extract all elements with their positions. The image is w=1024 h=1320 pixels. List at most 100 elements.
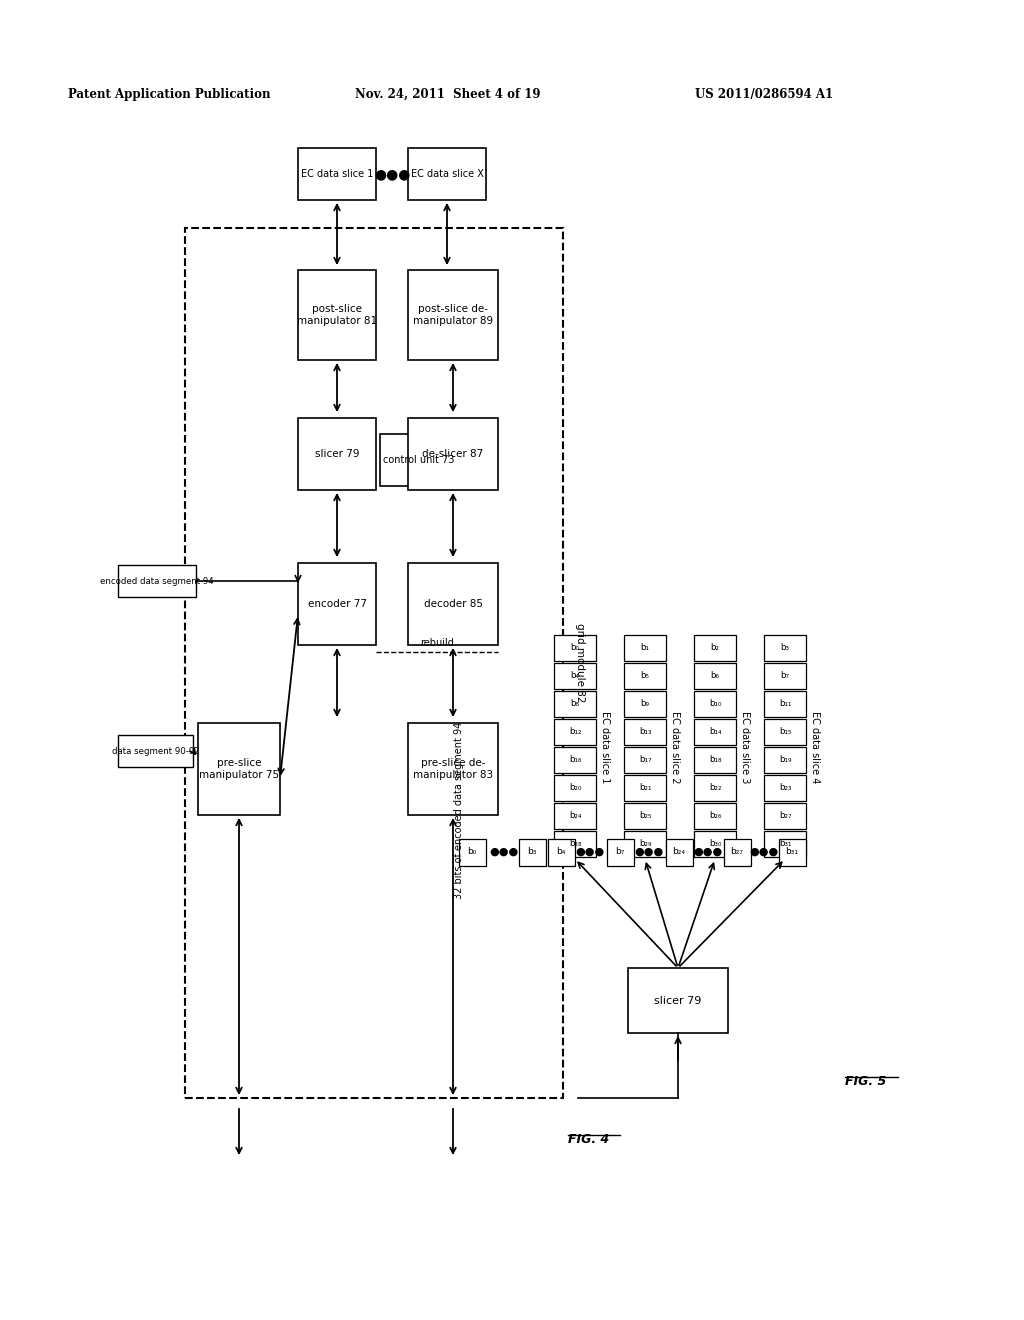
Bar — [380, 434, 458, 486]
Bar — [778, 838, 806, 866]
Bar — [724, 838, 751, 866]
Text: b₂₇: b₂₇ — [778, 812, 792, 821]
Text: b₁₃: b₁₃ — [639, 727, 651, 737]
Bar — [554, 803, 596, 829]
Text: b₁: b₁ — [640, 644, 649, 652]
Text: b₂₁: b₂₁ — [639, 784, 651, 792]
Text: b₂₇: b₂₇ — [730, 847, 743, 857]
Text: b₆: b₆ — [711, 672, 720, 681]
Text: encoded data segment 94: encoded data segment 94 — [100, 577, 214, 586]
Bar — [624, 635, 666, 661]
Bar — [198, 723, 280, 814]
Text: control unit 73: control unit 73 — [383, 455, 455, 465]
Text: b₉: b₉ — [640, 700, 649, 709]
Text: rebuild: rebuild — [420, 638, 454, 648]
Text: b₃₁: b₃₁ — [785, 847, 799, 857]
Text: b₁₅: b₁₅ — [778, 727, 792, 737]
Bar — [624, 690, 666, 717]
Text: b₇: b₇ — [780, 672, 790, 681]
Text: b₁₄: b₁₄ — [709, 727, 721, 737]
Text: EC data slice 2: EC data slice 2 — [670, 710, 680, 783]
Bar — [118, 565, 196, 597]
Text: ●●●: ●●● — [750, 847, 778, 857]
Bar — [624, 663, 666, 689]
Bar — [554, 663, 596, 689]
Text: pre-slice de-: pre-slice de- — [421, 758, 485, 768]
Text: b₂₃: b₂₃ — [778, 784, 792, 792]
Bar — [408, 271, 498, 360]
Bar — [764, 663, 806, 689]
Text: US 2011/0286594 A1: US 2011/0286594 A1 — [695, 88, 834, 102]
Bar — [554, 690, 596, 717]
Bar — [118, 735, 193, 767]
Text: pre-slice: pre-slice — [217, 758, 261, 768]
Bar — [764, 719, 806, 744]
Text: b₂₄: b₂₄ — [568, 812, 582, 821]
Text: b₁₂: b₁₂ — [568, 727, 582, 737]
Bar — [518, 838, 546, 866]
Bar — [298, 271, 376, 360]
Text: FIG. 5: FIG. 5 — [845, 1074, 886, 1088]
Bar — [554, 719, 596, 744]
Bar — [764, 635, 806, 661]
Text: b₈: b₈ — [570, 700, 580, 709]
Bar — [459, 838, 485, 866]
Text: b₂₅: b₂₅ — [639, 812, 651, 821]
Text: b₂₄: b₂₄ — [673, 847, 685, 857]
Bar — [554, 832, 596, 857]
Bar — [554, 747, 596, 774]
Text: post-slice de-: post-slice de- — [418, 304, 488, 314]
Text: manipulator 81: manipulator 81 — [297, 315, 377, 326]
Text: b₂: b₂ — [711, 644, 720, 652]
Text: EC data slice 1: EC data slice 1 — [301, 169, 373, 180]
Bar — [408, 148, 486, 201]
Text: b₁₉: b₁₉ — [778, 755, 792, 764]
Text: EC data slice 4: EC data slice 4 — [810, 710, 820, 783]
Bar — [694, 635, 736, 661]
Bar — [624, 747, 666, 774]
Bar — [694, 832, 736, 857]
Text: manipulator 75: manipulator 75 — [199, 770, 280, 780]
Bar — [298, 418, 376, 490]
Bar — [548, 838, 574, 866]
Text: b₀: b₀ — [467, 847, 477, 857]
Text: data segment 90-92: data segment 90-92 — [112, 747, 200, 755]
Text: slicer 79: slicer 79 — [314, 449, 359, 459]
Text: b₅: b₅ — [640, 672, 649, 681]
Text: Nov. 24, 2011  Sheet 4 of 19: Nov. 24, 2011 Sheet 4 of 19 — [355, 88, 541, 102]
Text: b₃: b₃ — [780, 644, 790, 652]
Text: ●●●: ●●● — [635, 847, 664, 857]
Bar — [764, 803, 806, 829]
Bar — [764, 832, 806, 857]
Bar — [624, 832, 666, 857]
Bar — [624, 803, 666, 829]
Text: b₁₈: b₁₈ — [709, 755, 721, 764]
Text: 32 bits of encoded data segment 94: 32 bits of encoded data segment 94 — [454, 721, 464, 899]
Text: b₇: b₇ — [615, 847, 625, 857]
Bar — [408, 723, 498, 814]
Text: b₄: b₄ — [556, 847, 565, 857]
Text: manipulator 83: manipulator 83 — [413, 770, 494, 780]
Bar — [408, 564, 498, 645]
Text: b₁₆: b₁₆ — [568, 755, 582, 764]
Bar — [554, 775, 596, 801]
Text: b₁₀: b₁₀ — [709, 700, 721, 709]
Text: b₂₉: b₂₉ — [639, 840, 651, 849]
Text: encoder 77: encoder 77 — [307, 599, 367, 609]
Text: EC data slice 3: EC data slice 3 — [740, 710, 750, 783]
Text: ●●●: ●●● — [489, 847, 518, 857]
Text: FIG. 4: FIG. 4 — [568, 1133, 609, 1146]
Text: grid module 82: grid module 82 — [575, 623, 585, 702]
Text: b₃: b₃ — [527, 847, 537, 857]
Bar — [606, 838, 634, 866]
Text: b₁₁: b₁₁ — [778, 700, 792, 709]
Text: manipulator 89: manipulator 89 — [413, 315, 494, 326]
Text: post-slice: post-slice — [312, 304, 362, 314]
Bar — [298, 148, 376, 201]
Bar — [694, 747, 736, 774]
Bar — [298, 564, 376, 645]
Bar — [764, 775, 806, 801]
Text: b₄: b₄ — [570, 672, 580, 681]
Bar — [694, 690, 736, 717]
Text: b₃₁: b₃₁ — [778, 840, 792, 849]
